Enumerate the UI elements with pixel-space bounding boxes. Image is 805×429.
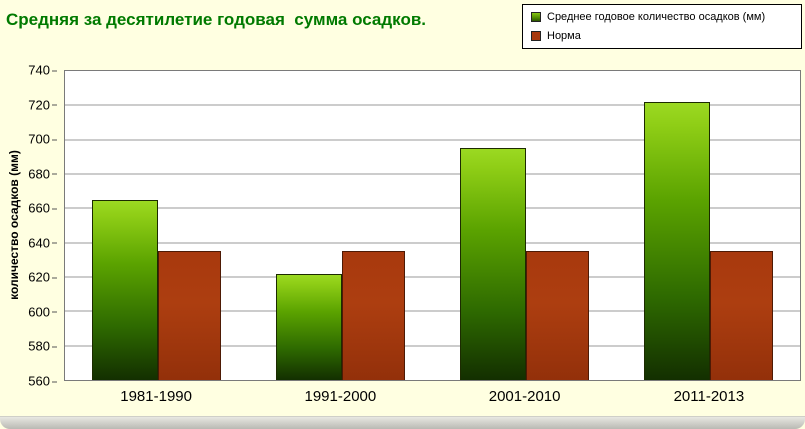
y-tick-label: 600	[28, 304, 58, 319]
gridline	[65, 345, 800, 347]
x-axis-label: 1981-1990	[120, 388, 192, 405]
bar-norm	[525, 251, 589, 380]
gridline	[65, 139, 800, 141]
legend: Среднее годовое количество осадков (мм) …	[522, 4, 802, 49]
x-axis-label: 2011-2013	[673, 388, 745, 405]
plot-area	[64, 70, 801, 381]
gridline	[65, 242, 800, 244]
bar-precipitation	[92, 199, 159, 380]
bottom-strip	[0, 416, 805, 429]
y-tick-label: 560	[28, 374, 58, 389]
y-tick-label: 660	[28, 201, 58, 216]
legend-swatch-norm-icon	[531, 31, 541, 41]
gridline	[65, 207, 800, 209]
gridlines	[65, 71, 800, 380]
y-tick-label: 620	[28, 270, 58, 285]
gridline	[65, 173, 800, 175]
bar-norm	[158, 251, 222, 380]
y-tick-label: 740	[28, 63, 58, 78]
bar-precipitation	[276, 273, 343, 380]
chart-title: Средняя за десятилетие годовая сумма оса…	[6, 10, 427, 29]
gridline	[65, 276, 800, 278]
legend-item-precipitation: Среднее годовое количество осадков (мм)	[531, 11, 795, 23]
x-axis-label: 1991-2000	[304, 388, 377, 405]
legend-item-norm: Норма	[531, 30, 795, 42]
bar-norm	[342, 251, 406, 380]
legend-swatch-precipitation-icon	[531, 12, 541, 22]
bar-group	[616, 71, 800, 380]
x-axis-label: 2001-2010	[488, 388, 561, 405]
bar-precipitation	[459, 148, 526, 380]
bar-group	[65, 71, 249, 380]
bar-group	[433, 71, 617, 380]
x-axis-labels: 1981-1990 1991-2000 2001-2010 2011-2013	[64, 388, 801, 414]
gridline	[65, 104, 800, 106]
legend-label-norm: Норма	[547, 30, 581, 42]
y-tick-label: 680	[28, 166, 58, 181]
bar-precipitation	[643, 101, 710, 380]
bar-group	[249, 71, 433, 380]
gridline	[65, 310, 800, 312]
y-tick-label: 700	[28, 132, 58, 147]
bar-norm	[709, 251, 773, 380]
legend-label-precipitation: Среднее годовое количество осадков (мм)	[547, 11, 766, 23]
bar-groups	[65, 71, 800, 380]
y-axis-ticks: 560 580 600 620 640 660 680 700 720 740	[0, 63, 58, 389]
y-tick-label: 640	[28, 235, 58, 250]
y-tick-label: 720	[28, 97, 58, 112]
y-tick-label: 580	[28, 339, 58, 354]
